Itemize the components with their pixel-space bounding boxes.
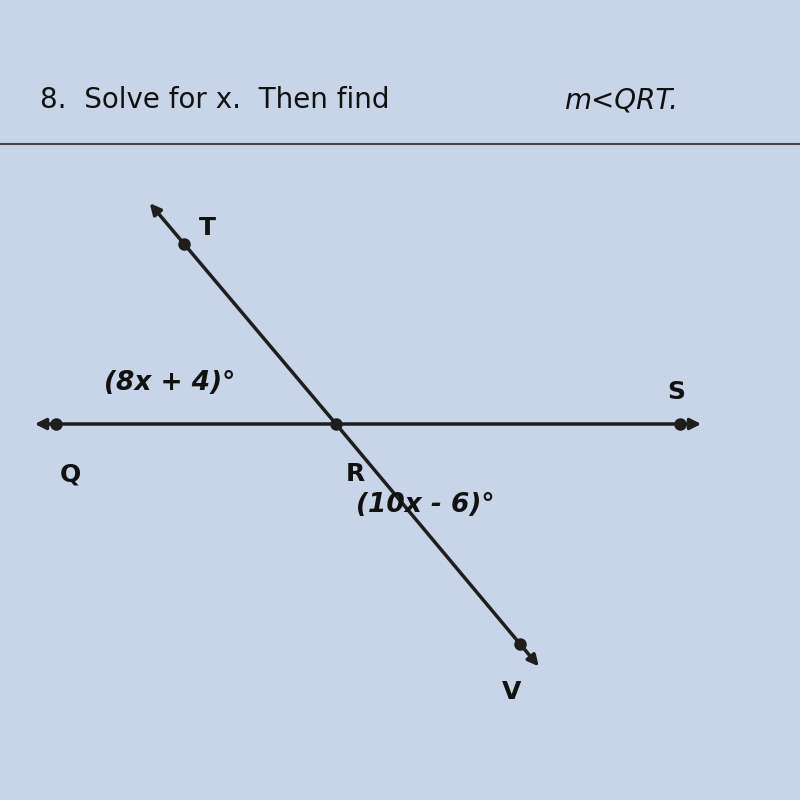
Text: R: R [346, 462, 365, 486]
Text: m<QRT.: m<QRT. [564, 86, 678, 114]
Text: (10x - 6)°: (10x - 6)° [356, 492, 494, 518]
Text: Q: Q [60, 462, 82, 486]
Text: V: V [502, 680, 522, 704]
Text: (8x + 4)°: (8x + 4)° [104, 370, 235, 396]
Text: S: S [667, 380, 685, 404]
Text: 8.  Solve for x.  Then find: 8. Solve for x. Then find [40, 86, 398, 114]
Text: T: T [198, 216, 215, 240]
